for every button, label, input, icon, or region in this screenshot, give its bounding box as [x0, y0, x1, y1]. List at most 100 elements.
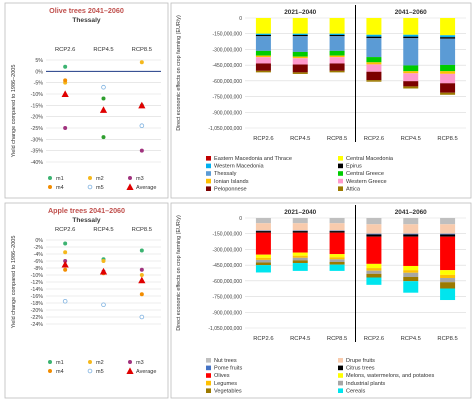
y-axis-label: Direct economic effects on crop farming … [176, 15, 182, 131]
y-tick-label: -900,000,000 [213, 310, 243, 316]
data-point [63, 64, 68, 69]
legend-swatch [206, 178, 211, 184]
bar-segment [292, 252, 308, 256]
legend-marker [48, 369, 52, 373]
category-label: RCP8.5 [132, 47, 152, 53]
panel-frame [170, 202, 472, 399]
category-label: RCP2.6 [253, 336, 273, 342]
legend-label: Nut trees [214, 358, 237, 364]
y-tick-label: -20% [31, 115, 44, 121]
category-label: RCP8.5 [437, 136, 457, 142]
y-tick-label: -6% [34, 259, 44, 265]
legend-marker [88, 176, 92, 180]
bar-segment [403, 234, 419, 237]
data-point [61, 90, 69, 97]
bar-segment [403, 65, 419, 72]
legend-marker [48, 185, 52, 189]
bar-segment [366, 64, 382, 72]
bar-segment [329, 57, 345, 64]
bar-segment [255, 33, 271, 35]
bar-segment [255, 50, 271, 56]
y-tick-label: -150,000,000 [213, 232, 243, 238]
legend-swatch [206, 373, 211, 378]
bar-segment [366, 218, 382, 225]
category-label: RCP8.5 [437, 336, 457, 342]
data-point [138, 276, 146, 284]
bar-segment [403, 270, 419, 273]
bar-segment [329, 231, 345, 233]
legend-label: Epirus [346, 164, 362, 170]
bar-segment [292, 18, 308, 34]
y-tick-label: -10% [31, 273, 44, 279]
bar-segment [366, 80, 382, 82]
legend-label: Melons, watermelons, and potatoes [346, 373, 435, 379]
bar-segment [366, 233, 382, 235]
data-point [101, 302, 106, 308]
scatter-panel: Olive trees 2041–2060 Thessaly 5% 0% -5% -10%… [4, 2, 169, 199]
y-tick-label: -450,000,000 [213, 263, 243, 269]
bar-segment [403, 34, 419, 37]
legend-marker [48, 360, 52, 364]
bar-segment [366, 36, 382, 39]
category-label: RCP2.6 [364, 136, 384, 142]
legend-marker [126, 367, 134, 374]
bar-segment [292, 34, 308, 37]
period-label: 2041–2060 [395, 9, 427, 16]
legend-swatch [206, 388, 211, 393]
bar-segment [292, 36, 308, 52]
legend-swatch [338, 380, 343, 386]
legend-label: Cereals [346, 388, 365, 394]
category-label: RCP2.6 [253, 136, 273, 142]
bar-segment [255, 230, 271, 232]
legend-swatch [338, 373, 343, 378]
bar-segment [440, 236, 456, 271]
bar-segment [366, 268, 382, 271]
bar-segment [403, 281, 419, 293]
bar-segment [329, 232, 345, 255]
bar-segment [329, 63, 345, 71]
bar-segment [255, 259, 271, 263]
bar-segment [440, 73, 456, 84]
bar-segment [440, 282, 456, 289]
legend-swatch [338, 163, 343, 169]
y-tick-label: -18% [31, 301, 44, 307]
legend-marker [128, 360, 132, 364]
y-tick-label: -1,050,000,000 [208, 326, 242, 332]
bar-segment [366, 34, 382, 37]
stacked-bar-panel: 0 -150,000,000 -300,000,000 -450,000,000 -60… [170, 202, 472, 399]
legend-swatch [338, 178, 343, 184]
y-tick-label: -1,050,000,000 [208, 126, 242, 132]
y-tick-label: -600,000,000 [213, 79, 243, 85]
legend-label: m3 [136, 176, 144, 182]
legend-marker [88, 360, 92, 364]
bar-segment [255, 70, 271, 73]
y-tick-label: -10% [31, 92, 44, 98]
bar-segment [329, 230, 345, 232]
legend-label: Western Greece [346, 179, 387, 185]
legend-label: Attica [346, 186, 361, 192]
bar-segment [329, 36, 345, 51]
bar-segment [366, 234, 382, 237]
stacked-bar-panel: 0 -150,000,000 -300,000,000 -450,000,000 -60… [170, 2, 472, 199]
bar-segment [292, 223, 308, 231]
scatter-panel: Apple trees 2041–2060 Thessaly 0%-2%-4%-6%… [4, 202, 169, 399]
data-point [139, 123, 145, 129]
bar-segment [366, 277, 382, 285]
data-point [139, 314, 145, 320]
y-tick-label: -25% [31, 126, 44, 132]
bar-segment [440, 35, 456, 38]
y-tick-label: 0 [239, 16, 242, 22]
bar-segment [329, 259, 345, 262]
legend-label: m5 [96, 369, 104, 375]
y-tick-label: -16% [31, 294, 44, 300]
bar-segment [403, 36, 419, 39]
bar-segment [292, 257, 308, 261]
bar-segment [366, 18, 382, 35]
category-label: RCP4.5 [401, 136, 421, 142]
category-label: RCP2.6 [55, 47, 75, 53]
bar-segment [292, 263, 308, 271]
y-tick-label: -8% [34, 266, 44, 272]
bar-segment [366, 71, 382, 81]
legend-swatch [206, 163, 211, 169]
